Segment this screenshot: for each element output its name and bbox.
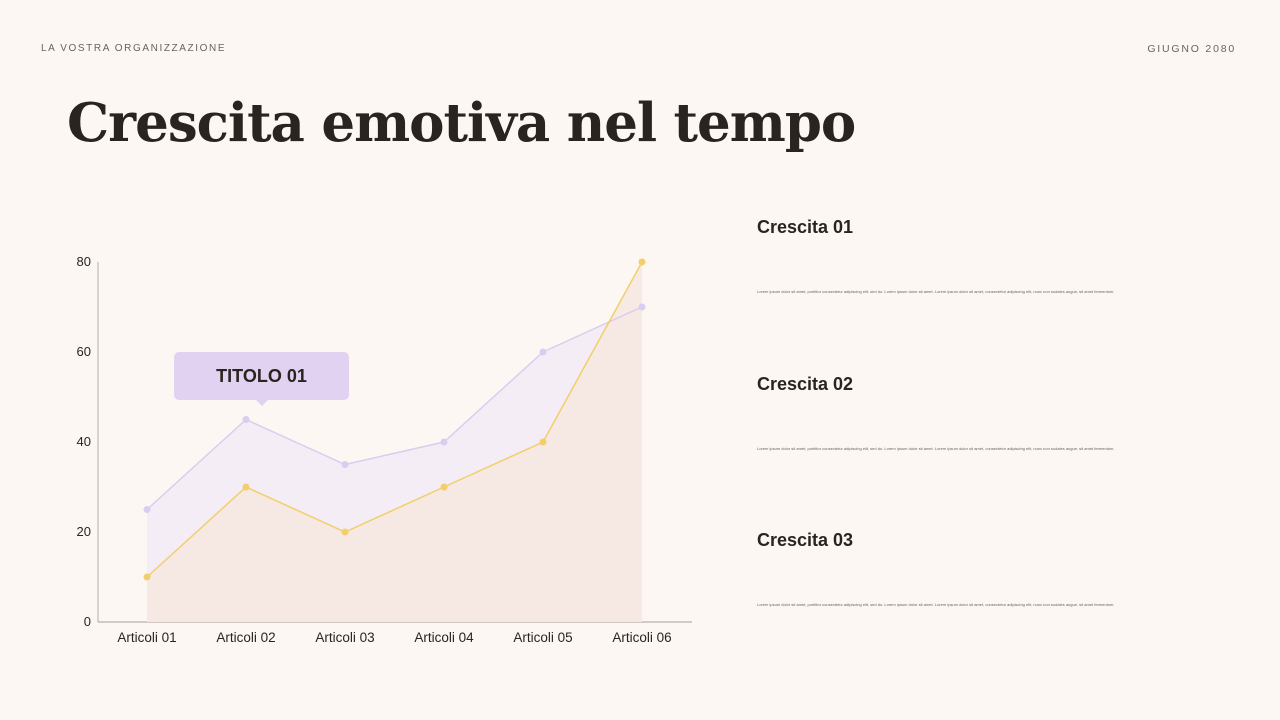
growth-item-3: Crescita 03 Lorem ipsum dolor sit amet, … (757, 530, 1177, 607)
series-1-point (242, 416, 250, 423)
series-2-line (146, 261, 643, 578)
series-1-point (341, 461, 349, 468)
organization-label: LA VOSTRA ORGANIZZAZIONE (41, 43, 227, 54)
series-2-point (638, 258, 646, 266)
y-tick-label: 60 (77, 344, 91, 359)
series-2-point (440, 483, 448, 491)
series-1-point (539, 348, 547, 356)
growth-item-2: Crescita 02 Lorem ipsum dolor sit amet, … (757, 374, 1177, 451)
x-tick-label: Articoli 03 (315, 630, 374, 645)
series-1-point (440, 438, 448, 446)
series-2-point (143, 573, 151, 581)
y-tick-label: 20 (77, 524, 91, 539)
x-tick-label: Articoli 05 (513, 630, 572, 645)
series-2-point (341, 528, 349, 536)
growth-item-title: Crescita 03 (757, 530, 854, 550)
growth-item-text: Lorem ipsum dolor sit amet, porttitor co… (757, 289, 1115, 294)
chart-callout: TITOLO 01 (174, 352, 349, 406)
growth-item-title: Crescita 01 (757, 217, 854, 237)
x-tick-label: Articoli 06 (612, 630, 671, 645)
x-tick-label: Articoli 02 (216, 630, 275, 645)
series-1-point (143, 506, 151, 513)
y-tick-label: 40 (77, 434, 91, 449)
growth-item-text: Lorem ipsum dolor sit amet, porttitor co… (757, 446, 1115, 451)
series-1-line (146, 306, 643, 511)
series-2-point (242, 483, 250, 491)
page-title: Crescita emotiva nel tempo (67, 92, 856, 154)
growth-item-text: Lorem ipsum dolor sit amet, porttitor co… (757, 602, 1115, 607)
growth-item-1: Crescita 01 Lorem ipsum dolor sit amet, … (757, 217, 1177, 294)
series-2-point (539, 438, 547, 446)
y-tick-label: 80 (77, 254, 91, 269)
growth-item-title: Crescita 02 (757, 374, 854, 394)
x-tick-label: Articoli 04 (414, 630, 474, 645)
x-tick-label: Articoli 01 (117, 630, 176, 645)
date-label: GIUGNO 2080 (1147, 43, 1236, 55)
y-tick-label: 0 (84, 614, 91, 629)
series-2-area (147, 262, 642, 622)
series-1-point (638, 303, 646, 311)
